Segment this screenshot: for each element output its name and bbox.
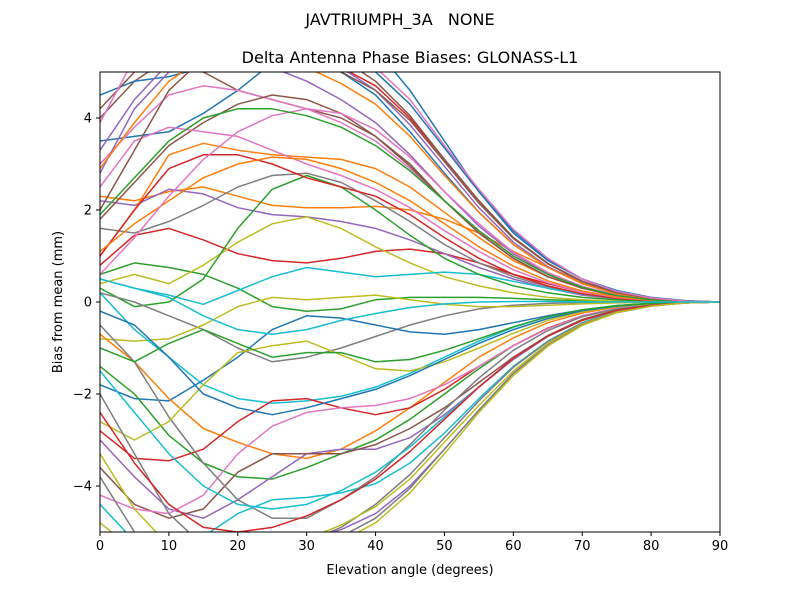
series-line-s49 [100, 301, 720, 532]
chart-title: Delta Antenna Phase Biases: GLONASS-L1 [242, 48, 579, 67]
series-line-s01 [100, 72, 720, 303]
series-line-s28 [100, 301, 720, 519]
series-line-s47 [100, 72, 720, 303]
series-line-s21 [100, 301, 720, 402]
y-tick-label: −4 [73, 480, 92, 495]
y-tick-label: 4 [84, 112, 92, 127]
y-tick-label: 0 [84, 296, 92, 311]
series-line-s15 [100, 72, 720, 303]
series-line-s13 [100, 174, 720, 308]
series-line-s50 [100, 278, 720, 335]
series-line-s30 [100, 301, 720, 532]
series-line-s19 [100, 294, 720, 342]
series-line-s32 [100, 156, 720, 303]
series-layer [100, 72, 720, 532]
series-line-s43 [100, 108, 720, 303]
x-tick-label: 50 [436, 539, 453, 554]
x-tick-label: 60 [505, 539, 522, 554]
y-axis-title: Bias from mean (mm) [51, 231, 66, 373]
series-line-s33 [100, 301, 720, 363]
y-tick-label: 2 [84, 204, 92, 219]
x-axis: 0 10 20 30 40 50 60 70 80 90 [96, 532, 728, 554]
x-tick-label: 70 [574, 539, 591, 554]
series-line-s46 [100, 72, 720, 303]
x-tick-label: 90 [712, 539, 729, 554]
series-line-s14 [100, 154, 720, 303]
series-line-s06 [100, 72, 720, 303]
y-axis: −4 −2 0 2 4 [73, 112, 100, 495]
x-axis-title: Elevation angle (degrees) [326, 563, 493, 578]
series-line-s48 [100, 301, 720, 532]
x-tick-label: 20 [230, 539, 247, 554]
x-tick-label: 80 [643, 539, 660, 554]
figure-suptitle: JAVTRIUMPH_3A NONE [305, 10, 495, 29]
series-line-s42 [100, 72, 720, 303]
series-line-s35 [100, 72, 720, 303]
x-tick-label: 30 [298, 539, 315, 554]
x-tick-label: 10 [161, 539, 178, 554]
x-tick-label: 40 [367, 539, 384, 554]
series-line-s44 [100, 301, 720, 532]
y-tick-label: −2 [73, 388, 92, 403]
series-line-s09 [100, 216, 720, 303]
x-tick-label: 0 [96, 539, 104, 554]
series-line-s02 [100, 186, 720, 303]
